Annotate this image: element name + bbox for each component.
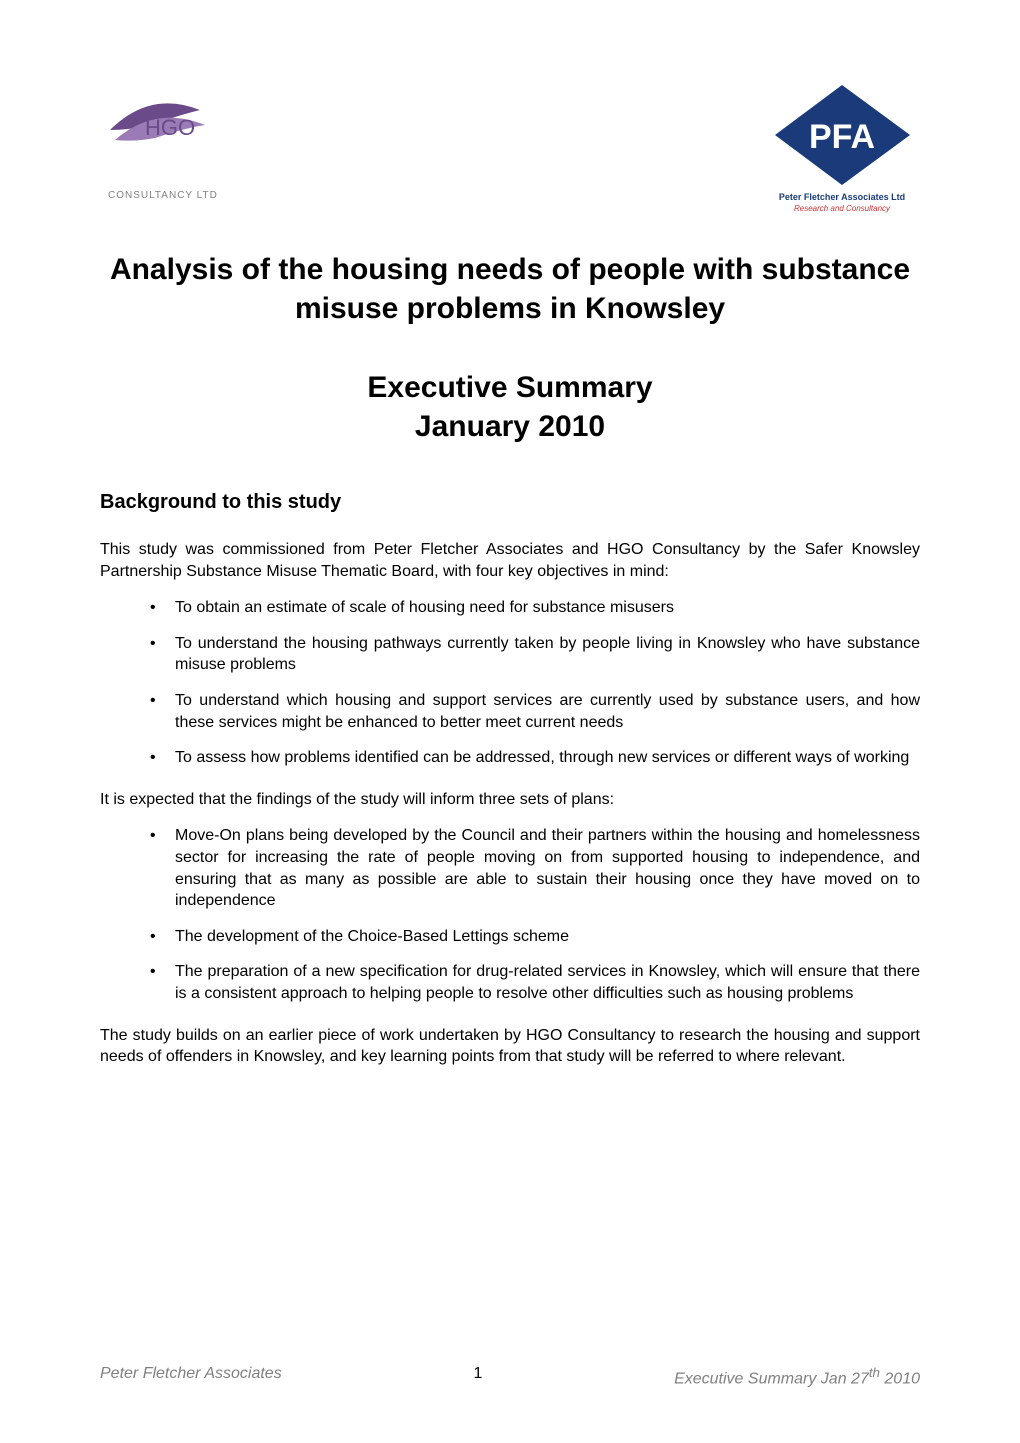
paragraph-plans-intro: It is expected that the findings of the … — [100, 789, 920, 811]
page-footer: Peter Fletcher Associates 1 Executive Su… — [100, 1365, 920, 1388]
list-item: The preparation of a new specification f… — [100, 961, 920, 1004]
hgo-logo-svg: HGO CONSULTANCY LTD — [100, 80, 220, 210]
section-heading-background: Background to this study — [100, 491, 920, 514]
list-item: Move-On plans being developed by the Cou… — [100, 825, 920, 911]
hgo-logo: HGO CONSULTANCY LTD — [100, 80, 220, 215]
sub-title: Executive Summary January 2010 — [100, 368, 920, 446]
list-item: To understand the housing pathways curre… — [100, 633, 920, 676]
footer-page-number: 1 — [473, 1365, 482, 1388]
footer-left: Peter Fletcher Associates — [100, 1365, 282, 1388]
objectives-list: To obtain an estimate of scale of housin… — [100, 597, 920, 769]
subtitle-line1: Executive Summary January 2010 — [367, 371, 652, 443]
plans-list: Move-On plans being developed by the Cou… — [100, 825, 920, 1004]
list-item: The development of the Choice-Based Lett… — [100, 926, 920, 948]
svg-text:PFA: PFA — [809, 118, 875, 156]
paragraph-closing: The study builds on an earlier piece of … — [100, 1025, 920, 1068]
paragraph-intro: This study was commissioned from Peter F… — [100, 539, 920, 582]
main-title: Analysis of the housing needs of people … — [100, 250, 920, 328]
svg-text:CONSULTANCY LTD: CONSULTANCY LTD — [108, 190, 218, 201]
pfa-logo-svg: PFA Peter Fletcher Associates Ltd Resear… — [765, 80, 920, 215]
logo-row: HGO CONSULTANCY LTD PFA Peter Fletcher A… — [100, 80, 920, 220]
list-item: To assess how problems identified can be… — [100, 747, 920, 769]
pfa-logo: PFA Peter Fletcher Associates Ltd Resear… — [765, 80, 920, 220]
list-item: To understand which housing and support … — [100, 690, 920, 733]
svg-text:HGO: HGO — [145, 115, 195, 140]
list-item: To obtain an estimate of scale of housin… — [100, 597, 920, 619]
svg-text:Research and Consultancy: Research and Consultancy — [794, 204, 891, 213]
svg-text:Peter Fletcher Associates Ltd: Peter Fletcher Associates Ltd — [779, 192, 905, 202]
footer-right: Executive Summary Jan 27th 2010 — [674, 1365, 920, 1388]
